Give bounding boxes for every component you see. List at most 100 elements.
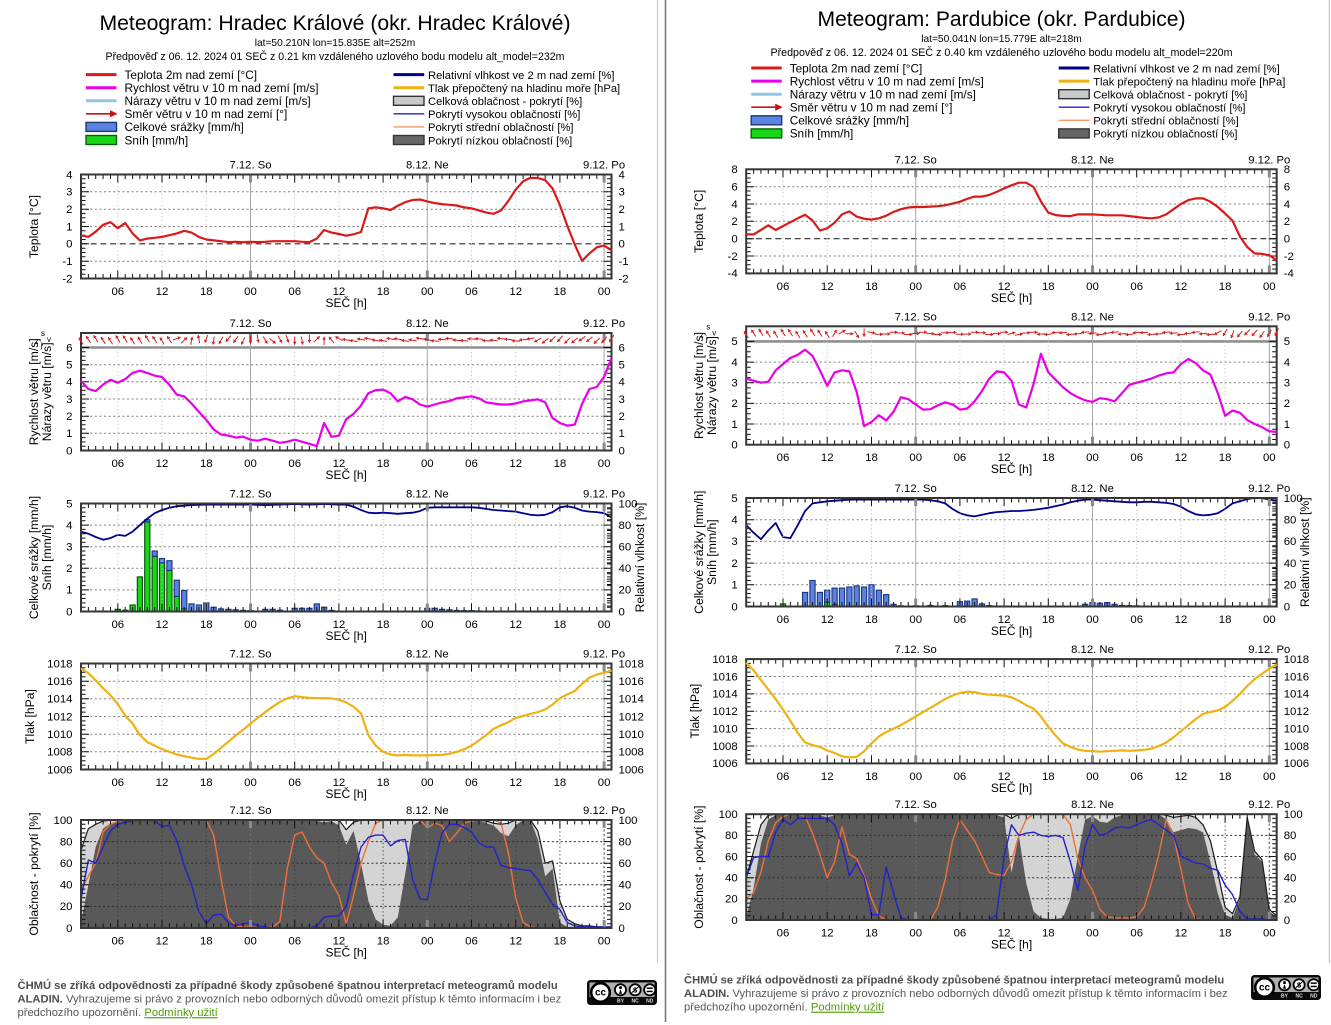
svg-text:0: 0: [66, 445, 72, 457]
svg-text:00: 00: [909, 771, 922, 783]
svg-text:00: 00: [1263, 452, 1276, 464]
svg-text:z: z: [35, 337, 39, 346]
svg-text:18: 18: [1219, 614, 1232, 626]
svg-text:06: 06: [288, 777, 301, 789]
svg-text:Tlak přepočtený na hladinu moř: Tlak přepočtený na hladinu moře [hPa]: [428, 83, 620, 95]
svg-text:06: 06: [1130, 614, 1143, 626]
svg-text:Předpověď z 06. 12. 2024 01 SE: Předpověď z 06. 12. 2024 01 SEČ z 0.40 k…: [771, 46, 1233, 59]
svg-text:00: 00: [598, 936, 611, 948]
svg-text:0: 0: [1284, 915, 1290, 927]
svg-text:12: 12: [509, 777, 522, 789]
svg-text:Celkové srážky [mm/h]: Celkové srážky [mm/h]: [27, 496, 41, 619]
svg-text:SEČ [h]: SEČ [h]: [991, 937, 1032, 952]
svg-text:18: 18: [554, 936, 567, 948]
svg-text:4: 4: [66, 377, 72, 389]
svg-text:ND: ND: [1310, 993, 1318, 999]
svg-text:80: 80: [619, 836, 632, 848]
svg-text:06: 06: [465, 286, 478, 298]
svg-text:3: 3: [66, 394, 72, 406]
svg-text:1014: 1014: [47, 694, 72, 706]
svg-text:18: 18: [1042, 281, 1055, 293]
svg-text:60: 60: [60, 858, 73, 870]
svg-text:00: 00: [1086, 771, 1099, 783]
svg-text:06: 06: [465, 619, 478, 631]
svg-text:06: 06: [288, 619, 301, 631]
svg-text:00: 00: [1086, 452, 1099, 464]
svg-text:Celkové srážky [mm/h]: Celkové srážky [mm/h]: [692, 491, 706, 614]
svg-text:8.12. Ne: 8.12. Ne: [406, 318, 449, 330]
svg-text:18: 18: [865, 452, 878, 464]
svg-text:2: 2: [66, 411, 72, 423]
svg-text:Rychlost větru v 10 m nad zemí: Rychlost větru v 10 m nad zemí [m/s]: [790, 74, 984, 88]
svg-text:12: 12: [821, 928, 834, 940]
svg-text:8.12. Ne: 8.12. Ne: [1071, 483, 1114, 495]
svg-text:20: 20: [60, 901, 73, 913]
svg-text:00: 00: [1086, 928, 1099, 940]
svg-text:18: 18: [200, 619, 213, 631]
svg-text:SEČ [h]: SEČ [h]: [991, 461, 1032, 476]
svg-text:12: 12: [156, 777, 169, 789]
svg-text:8.12. Ne: 8.12. Ne: [406, 649, 449, 661]
svg-text:SEČ [h]: SEČ [h]: [991, 780, 1032, 795]
svg-text:3: 3: [66, 187, 72, 199]
svg-text:Oblačnost - pokrytí [%]: Oblačnost - pokrytí [%]: [27, 812, 41, 935]
svg-text:8: 8: [1284, 164, 1290, 176]
svg-text:1016: 1016: [619, 676, 644, 688]
svg-text:2: 2: [66, 563, 72, 575]
svg-text:SEČ [h]: SEČ [h]: [326, 467, 367, 482]
svg-text:18: 18: [865, 614, 878, 626]
svg-text:1018: 1018: [1284, 654, 1309, 666]
svg-text:ND: ND: [646, 998, 654, 1004]
svg-text:00: 00: [421, 458, 434, 470]
svg-text:40: 40: [619, 563, 632, 575]
svg-text:18: 18: [865, 928, 878, 940]
svg-text:100: 100: [1284, 809, 1303, 821]
svg-text:18: 18: [200, 777, 213, 789]
svg-text:00: 00: [1086, 281, 1099, 293]
svg-text:18: 18: [1219, 771, 1232, 783]
svg-text:5: 5: [731, 336, 737, 348]
svg-text:2: 2: [1284, 216, 1290, 228]
svg-text:00: 00: [421, 936, 434, 948]
svg-text:12: 12: [333, 777, 346, 789]
svg-text:Nárazy větru [m/s]: Nárazy větru [m/s]: [40, 342, 54, 441]
svg-text:12: 12: [333, 286, 346, 298]
svg-text:1010: 1010: [1284, 723, 1309, 735]
svg-text:SEČ [h]: SEČ [h]: [326, 945, 367, 960]
svg-text:1014: 1014: [1284, 689, 1309, 701]
svg-text:18: 18: [1042, 771, 1055, 783]
svg-text:Teplota 2m nad zemí [°C]: Teplota 2m nad zemí [°C]: [125, 68, 258, 82]
svg-text:-2: -2: [62, 273, 72, 285]
svg-text:100: 100: [719, 809, 738, 821]
svg-text:00: 00: [598, 458, 611, 470]
svg-text:8.12. Ne: 8.12. Ne: [406, 805, 449, 817]
svg-text:-1: -1: [619, 256, 629, 268]
svg-text:0: 0: [731, 915, 737, 927]
svg-text:40: 40: [619, 880, 632, 892]
svg-text:7.12. So: 7.12. So: [229, 318, 271, 330]
svg-text:12: 12: [821, 452, 834, 464]
svg-text:1010: 1010: [47, 729, 72, 741]
svg-text:1: 1: [66, 428, 72, 440]
svg-text:00: 00: [1086, 614, 1099, 626]
svg-text:1010: 1010: [712, 723, 737, 735]
svg-text:4: 4: [66, 169, 72, 181]
svg-text:1: 1: [731, 580, 737, 592]
svg-text:12: 12: [998, 281, 1011, 293]
svg-text:Předpověď z 06. 12. 2024 01 SE: Předpověď z 06. 12. 2024 01 SEČ z 0.21 k…: [106, 50, 565, 63]
svg-text:80: 80: [1284, 515, 1297, 527]
svg-text:Teplota [°C]: Teplota [°C]: [692, 190, 706, 253]
svg-text:9.12. Po: 9.12. Po: [1248, 154, 1290, 166]
svg-text:18: 18: [1219, 281, 1232, 293]
svg-text:06: 06: [777, 614, 790, 626]
svg-text:00: 00: [421, 619, 434, 631]
svg-text:Nárazy větru v 10 m nad zemí [: Nárazy větru v 10 m nad zemí [m/s]: [125, 94, 311, 108]
svg-text:9.12. Po: 9.12. Po: [1248, 644, 1290, 656]
svg-text:40: 40: [725, 873, 738, 885]
svg-text:4: 4: [731, 199, 737, 211]
svg-text:3: 3: [731, 536, 737, 548]
svg-text:předchozího upozornění. Podmín: předchozího upozornění. Podmínky užití: [18, 1007, 219, 1019]
svg-text:20: 20: [725, 894, 738, 906]
svg-text:06: 06: [111, 777, 124, 789]
svg-text:06: 06: [954, 614, 967, 626]
